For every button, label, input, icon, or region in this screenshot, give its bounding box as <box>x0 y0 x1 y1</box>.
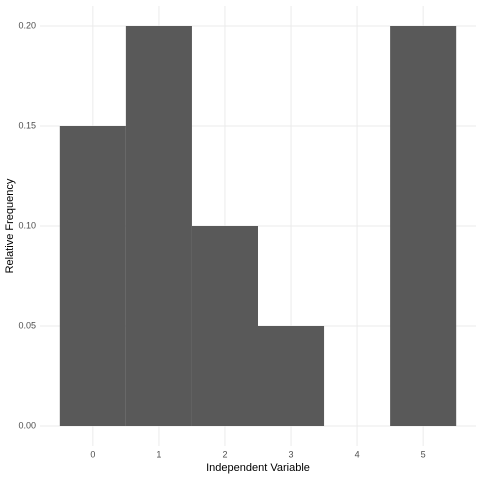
bar <box>191 226 258 426</box>
bar <box>125 26 192 426</box>
bar <box>390 26 457 426</box>
y-tick-label: 0.10 <box>18 220 36 230</box>
x-tick-label: 4 <box>355 449 360 459</box>
x-tick-label: 3 <box>289 449 294 459</box>
x-axis-title: Independent Variable <box>206 462 310 474</box>
y-tick-label: 0.20 <box>18 20 36 30</box>
y-axis-title: Relative Frequency <box>4 178 16 273</box>
x-tick-label: 5 <box>421 449 426 459</box>
x-tick-label: 2 <box>222 449 227 459</box>
y-tick-label: 0.00 <box>18 420 36 430</box>
bar <box>258 326 325 426</box>
y-tick-label: 0.15 <box>18 120 36 130</box>
x-tick-label: 1 <box>156 449 161 459</box>
y-tick-label: 0.05 <box>18 320 36 330</box>
bar <box>59 126 126 426</box>
x-tick-label: 0 <box>90 449 95 459</box>
